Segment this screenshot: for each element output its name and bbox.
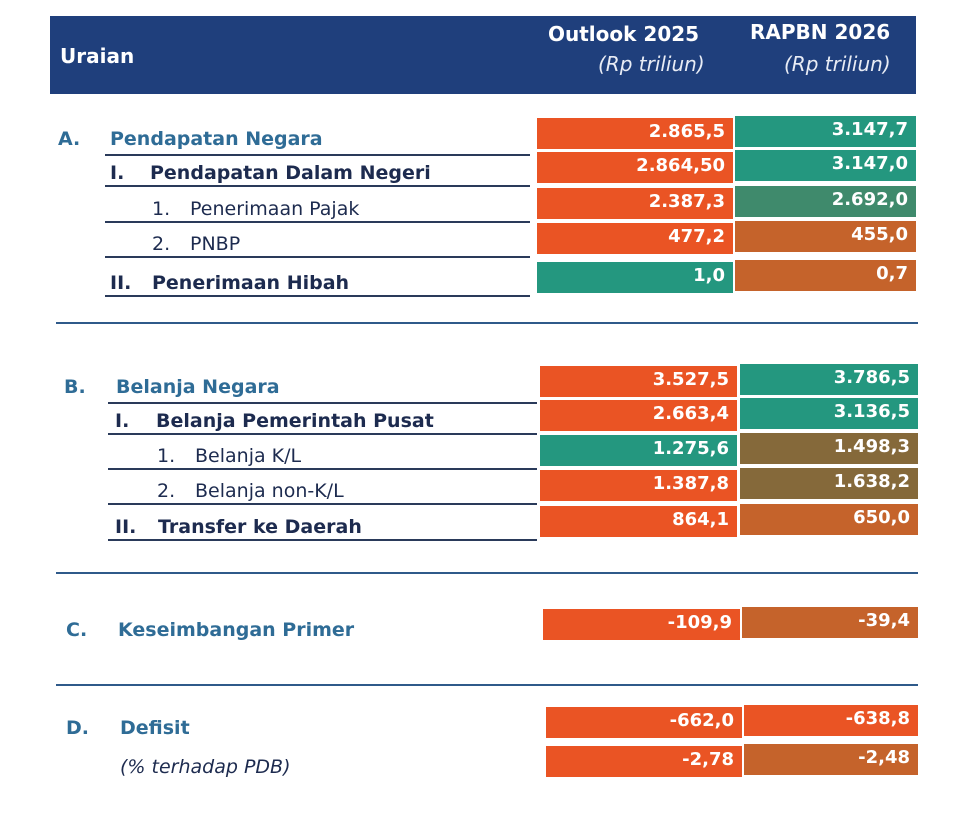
row-underline [108,468,537,470]
row-number: 2. [152,233,171,255]
rapbn-2026-value: 2.692,0 [735,186,916,217]
row-label: Belanja K/L [195,445,302,467]
table-header: Uraian Outlook 2025 (Rp triliun) RAPBN 2… [50,16,916,94]
outlook-2025-value: 1.275,6 [540,435,737,466]
outlook-2025-value: -662,0 [546,707,742,738]
divider [56,684,918,686]
outlook-2025-value: 3.527,5 [540,366,737,397]
outlook-2025-value: 2.865,5 [537,118,733,149]
col2-unit: (Rp triliun) [784,52,891,76]
outlook-2025-value: 2.387,3 [537,188,733,219]
row-label: Belanja non-K/L [195,480,344,502]
row-underline [108,433,537,435]
row-label: PNBP [190,233,241,255]
row-underline [105,221,530,223]
row-label: Transfer ke Daerah [158,516,362,538]
divider [56,322,918,324]
rapbn-2026-value: 455,0 [735,221,916,252]
row-label: Penerimaan Hibah [152,272,350,294]
row-label: Belanja Pemerintah Pusat [156,410,434,432]
row-label: Penerimaan Pajak [190,198,360,220]
row-number: D. [66,717,89,739]
outlook-2025-value: 1,0 [537,262,733,293]
rapbn-2026-value: -2,48 [744,744,918,775]
outlook-2025-value: 2.663,4 [540,400,737,431]
row-underline [105,295,530,297]
outlook-2025-value: -2,78 [546,746,742,777]
row-underline [108,539,537,541]
rapbn-2026-value: 3.147,7 [735,116,916,147]
outlook-2025-value: 1.387,8 [540,470,737,501]
outlook-2025-value: 864,1 [540,506,737,537]
outlook-2025-value: -109,9 [543,609,740,640]
row-underline [108,503,537,505]
col1-unit: (Rp triliun) [598,52,705,76]
row-label: Defisit [120,717,190,739]
row-number: I. [115,410,130,432]
outlook-2025-value: 477,2 [537,223,733,254]
divider [56,572,918,574]
row-underline [105,154,530,156]
row-number: B. [64,376,86,398]
rapbn-2026-value: 1.638,2 [740,468,918,499]
rapbn-2026-value: 3.147,0 [735,150,916,181]
header-label: Uraian [60,44,135,68]
row-number: 2. [157,480,176,502]
row-underline [105,185,530,187]
rapbn-2026-value: 3.136,5 [740,398,918,429]
row-label: (% terhadap PDB) [120,756,291,778]
row-underline [105,256,530,258]
rapbn-2026-value: 650,0 [740,504,918,535]
row-label: Pendapatan Dalam Negeri [150,162,431,184]
row-number: II. [110,272,132,294]
row-label: Keseimbangan Primer [118,619,355,641]
row-label: Belanja Negara [116,376,280,398]
row-number: 1. [152,198,171,220]
row-number: I. [110,162,125,184]
outlook-2025-value: 2.864,50 [537,152,733,183]
rapbn-2026-value: 3.786,5 [740,364,918,395]
row-number: II. [115,516,137,538]
rapbn-2026-value: 0,7 [735,260,916,291]
row-number: C. [66,619,88,641]
row-number: A. [58,128,81,150]
row-label: Pendapatan Negara [110,128,323,150]
col2-title: RAPBN 2026 [750,20,891,44]
row-underline [108,402,537,404]
row-number: 1. [157,445,176,467]
rapbn-2026-value: -638,8 [744,705,918,736]
rapbn-2026-value: 1.498,3 [740,433,918,464]
col1-title: Outlook 2025 [548,22,700,46]
rapbn-2026-value: -39,4 [742,607,918,638]
